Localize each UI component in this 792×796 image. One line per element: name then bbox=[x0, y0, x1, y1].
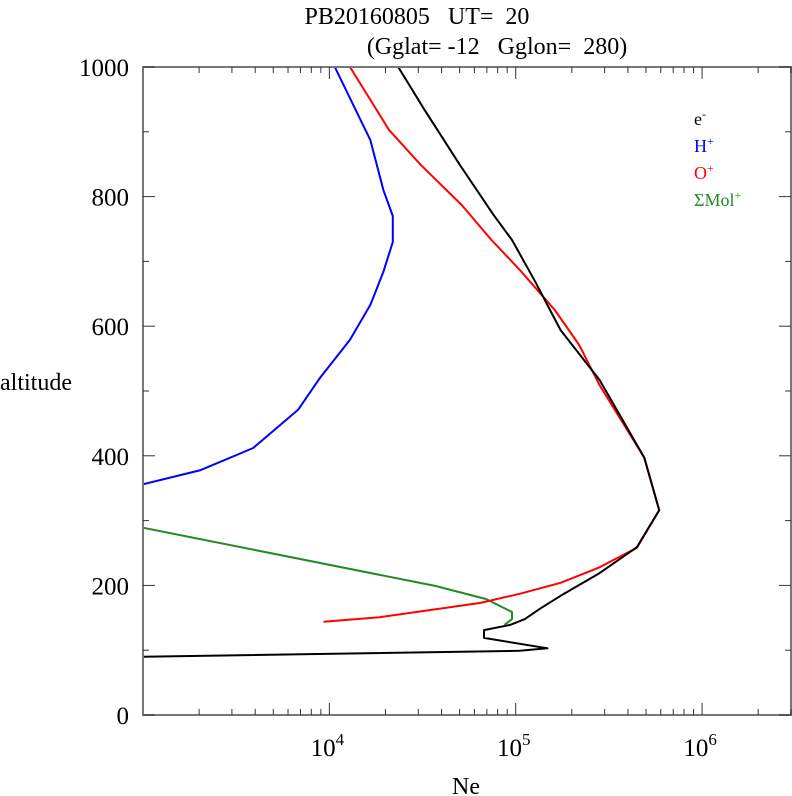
legend-label: ΣMol bbox=[694, 190, 734, 210]
chart-title: PB20160805 UT= 20 bbox=[305, 4, 530, 30]
y-tick-label: 600 bbox=[92, 314, 130, 341]
y-tick-label: 0 bbox=[117, 703, 130, 730]
series-line-Mol bbox=[143, 526, 513, 626]
axes bbox=[142, 66, 792, 716]
legend: e-H+O+ΣMol+ bbox=[694, 107, 741, 210]
legend-label: H bbox=[694, 136, 707, 156]
x-tick-label-exponent: 4 bbox=[336, 730, 345, 749]
legend-entry: ΣMol+ bbox=[694, 188, 741, 210]
y-tick-label: 200 bbox=[92, 573, 130, 600]
x-tick-labels: 104 105 106 bbox=[311, 730, 717, 762]
x-tick-label-base: 10 bbox=[683, 735, 708, 762]
legend-entry: H+ bbox=[694, 134, 714, 156]
x-tick-label-exponent: 5 bbox=[522, 730, 531, 749]
y-tick-label: 400 bbox=[92, 444, 130, 471]
x-tick-label-base: 10 bbox=[497, 735, 522, 762]
y-tick-label: 800 bbox=[92, 185, 130, 212]
legend-label-superscript: - bbox=[702, 107, 706, 121]
legend-label-superscript: + bbox=[707, 161, 714, 175]
x-tick-label: 104 bbox=[311, 730, 345, 762]
x-tick-label: 106 bbox=[683, 730, 717, 762]
series-line-H bbox=[143, 67, 394, 486]
y-axis-label: altitude bbox=[0, 370, 72, 396]
y-tick-label: 1000 bbox=[79, 55, 129, 82]
x-tick-label: 105 bbox=[497, 730, 531, 762]
legend-entry: e- bbox=[694, 107, 706, 129]
x-tick-label-exponent: 6 bbox=[708, 730, 717, 749]
legend-entry: O+ bbox=[694, 161, 714, 183]
plot-lines bbox=[143, 67, 661, 658]
x-axis-label: Ne bbox=[452, 774, 480, 796]
series-line-e bbox=[143, 67, 661, 658]
legend-label: e bbox=[694, 109, 702, 129]
x-tick-label-base: 10 bbox=[311, 735, 336, 762]
legend-label: O bbox=[694, 163, 707, 183]
legend-label-superscript: + bbox=[734, 188, 741, 202]
chart-subtitle: (Gglat= -12 Gglon= 280) bbox=[367, 34, 627, 60]
y-tick-labels: 0 200 400 600 800 1000 bbox=[79, 55, 129, 730]
legend-label-superscript: + bbox=[707, 134, 714, 148]
